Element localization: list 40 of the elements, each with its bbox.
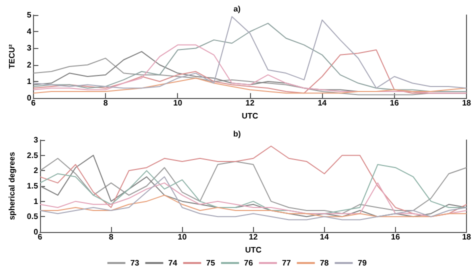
- x-tick-label: 6: [31, 98, 36, 108]
- y-axis-title: TECU²: [8, 44, 16, 69]
- legend-label: 76: [244, 258, 254, 268]
- x-tick-label: 14: [318, 98, 328, 108]
- y-tick-label: 3: [26, 44, 32, 53]
- x-tick-label: 12: [248, 232, 258, 242]
- y-tick-label: 1: [26, 76, 32, 86]
- legend-label: 73: [130, 258, 140, 268]
- x-tick-label: 16: [391, 232, 400, 242]
- x-tick-label: 12: [245, 98, 255, 108]
- x-tick-label: 18: [462, 232, 472, 242]
- x-tick-label: 8: [108, 232, 114, 242]
- y-tick-label: 1.5: [26, 182, 39, 190]
- y-tick-label: 4: [26, 27, 32, 36]
- x-tick-label: 18: [462, 98, 472, 108]
- legend-label: 78: [320, 258, 330, 268]
- y-tick-label: 2: [26, 60, 32, 70]
- x-tick-label: 10: [173, 98, 183, 108]
- y-tick-label: 3: [34, 136, 39, 144]
- x-tick-label: 14: [320, 232, 330, 242]
- legend-label: 77: [282, 258, 292, 268]
- x-axis-title: UTC: [242, 112, 258, 120]
- legend-label: 74: [168, 258, 178, 268]
- chart-title: b): [233, 130, 242, 138]
- y-tick-label: 5: [26, 10, 32, 20]
- y-tick-label: 0: [34, 228, 39, 236]
- y-tick-label: 0: [26, 94, 32, 103]
- x-tick-label: 8: [103, 98, 108, 108]
- chart-title: a): [233, 4, 241, 14]
- x-tick-label: 10: [178, 232, 188, 242]
- y-tick-label: 2: [34, 166, 39, 176]
- legend-label: 75: [206, 258, 216, 268]
- y-axis-title: spherical degrees: [8, 151, 16, 220]
- y-tick-label: 2.5: [26, 150, 39, 160]
- x-axis-title: UTC: [245, 245, 262, 254]
- y-tick-label: 0.5: [26, 212, 39, 222]
- x-tick-label: 16: [390, 98, 400, 108]
- legend-label: 79: [358, 258, 368, 268]
- y-tick-label: 1: [34, 196, 39, 206]
- x-tick-label: 6: [38, 232, 43, 242]
